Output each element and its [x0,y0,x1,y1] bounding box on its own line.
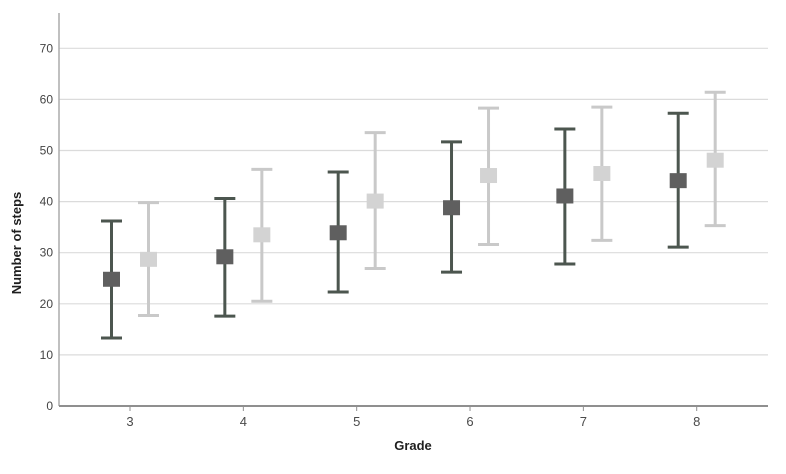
x-tick-label: 4 [240,414,247,429]
mean-marker [366,193,384,209]
y-tick-label: 0 [46,399,53,413]
y-tick-label: 10 [40,348,54,362]
mean-marker [669,173,687,189]
x-tick-label: 3 [126,414,133,429]
mean-marker [593,165,611,181]
x-tick-label: 5 [353,414,360,429]
x-tick-label: 6 [466,414,473,429]
mean-marker [443,200,461,216]
mean-marker [103,271,120,287]
y-tick-label: 70 [40,41,54,55]
mean-marker [329,225,347,241]
y-tick-label: 60 [40,92,54,106]
tick-labels-layer: 0 10 20 30 40 50 60 70 3 4 5 6 7 8 [40,41,701,429]
mean-marker [140,251,157,267]
x-tick-label: 7 [580,414,587,429]
mean-marker [253,227,271,243]
mean-marker [706,152,724,168]
y-tick-label: 50 [40,144,54,158]
y-axis-title: Number of steps [9,192,24,295]
y-tick-label: 30 [40,246,54,260]
x-axis-title: Grade [394,438,432,453]
axes-layer [58,13,768,411]
gridlines-layer [59,47,768,356]
mean-marker [216,249,234,265]
x-tick-label: 8 [693,414,700,429]
mean-marker [556,188,574,204]
y-tick-label: 40 [40,195,54,209]
series-layer [101,90,726,340]
mean-marker [480,168,498,184]
error-bar-series-light-gray-series [138,90,726,318]
y-tick-label: 20 [40,297,54,311]
error-bar-series-dark-gray-series [101,111,689,340]
